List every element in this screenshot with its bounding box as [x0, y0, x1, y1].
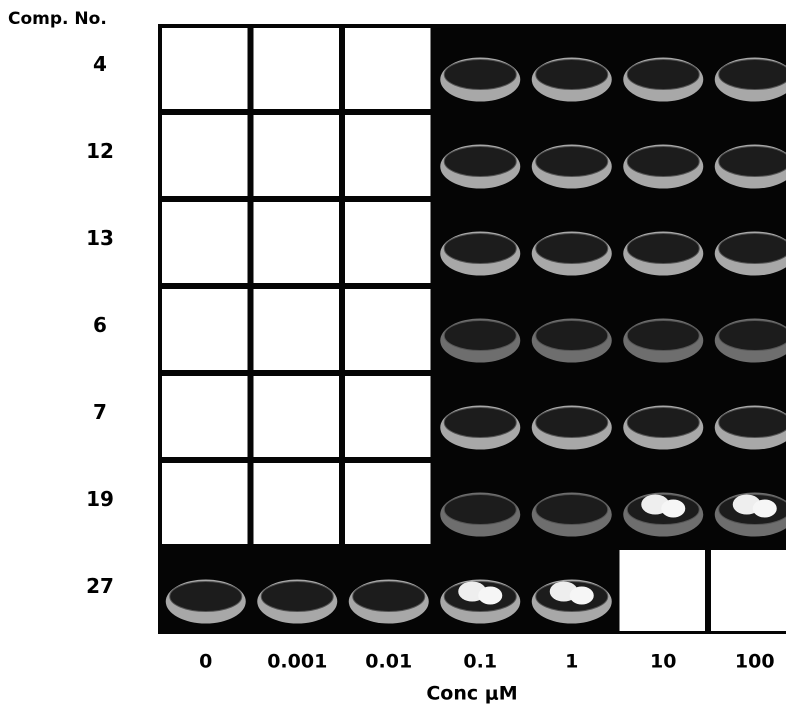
- dish-inside: [443, 320, 517, 351]
- empty-cell: [253, 115, 339, 196]
- dish-inside: [260, 581, 334, 612]
- empty-cell: [253, 28, 339, 109]
- column-label: 0.001: [267, 651, 327, 673]
- dish-inside: [535, 407, 609, 438]
- empty-cell: [711, 550, 786, 631]
- dish-inside: [626, 146, 700, 177]
- dish-inside: [718, 59, 786, 90]
- empty-cell: [345, 463, 431, 544]
- empty-cell: [345, 202, 431, 283]
- dish-inside: [626, 407, 700, 438]
- empty-cell: [345, 289, 431, 370]
- empty-cell: [162, 202, 248, 283]
- dish-inside: [443, 494, 517, 525]
- row-header: Comp. No.: [8, 9, 107, 29]
- column-label: 1: [565, 651, 578, 673]
- row-label: 19: [86, 487, 114, 511]
- dish-inside: [535, 146, 609, 177]
- row-label: 6: [93, 313, 107, 337]
- empty-cell: [253, 463, 339, 544]
- column-label: 10: [650, 651, 676, 673]
- column-label: 100: [735, 651, 775, 673]
- dish-inside: [718, 407, 786, 438]
- dish-inside: [443, 146, 517, 177]
- dish-inside: [535, 320, 609, 351]
- precipitate: [478, 586, 503, 605]
- empty-cell: [253, 376, 339, 457]
- row-label: 27: [86, 574, 114, 598]
- column-label: 0.1: [463, 651, 497, 673]
- dish-inside: [626, 233, 700, 264]
- dish-inside: [169, 581, 243, 612]
- dish-inside: [535, 233, 609, 264]
- precipitate: [661, 499, 686, 518]
- dish-inside: [443, 233, 517, 264]
- column-label: 0: [199, 651, 212, 673]
- column-label: 0.01: [365, 651, 412, 673]
- empty-cell: [162, 289, 248, 370]
- dish-inside: [535, 59, 609, 90]
- empty-cell: [345, 376, 431, 457]
- dish-inside: [443, 59, 517, 90]
- empty-cell: [162, 115, 248, 196]
- empty-cell: [162, 376, 248, 457]
- precipitate: [752, 499, 777, 518]
- row-label: 12: [86, 139, 114, 163]
- empty-cell: [345, 115, 431, 196]
- dish-inside: [535, 494, 609, 525]
- empty-cell: [162, 28, 248, 109]
- empty-cell: [253, 202, 339, 283]
- empty-cell: [345, 28, 431, 109]
- axis-label: Conc μM: [426, 683, 517, 705]
- dish-inside: [626, 59, 700, 90]
- empty-cell: [619, 550, 705, 631]
- dish-inside: [626, 320, 700, 351]
- empty-cell: [162, 463, 248, 544]
- dish-inside: [718, 320, 786, 351]
- row-label: 13: [86, 226, 114, 250]
- precipitate: [569, 586, 594, 605]
- row-label: 7: [93, 400, 107, 424]
- empty-cell: [253, 289, 339, 370]
- row-label: 4: [93, 52, 107, 76]
- dish-inside: [443, 407, 517, 438]
- dish-inside: [718, 233, 786, 264]
- dish-inside: [352, 581, 426, 612]
- dish-inside: [718, 146, 786, 177]
